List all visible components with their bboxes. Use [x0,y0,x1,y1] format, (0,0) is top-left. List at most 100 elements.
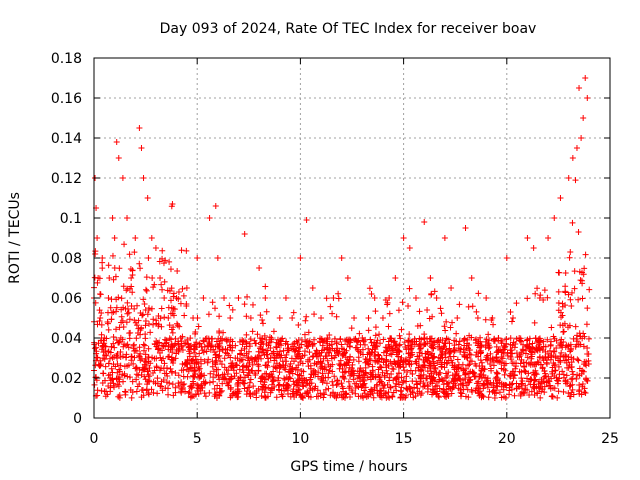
data-point [113,326,120,333]
data-point [522,382,529,389]
data-point [420,362,427,369]
data-point [516,353,523,360]
data-point [585,351,592,358]
data-point [446,349,453,356]
data-point [271,357,278,364]
data-point [124,310,131,317]
data-point [575,341,582,348]
data-point [187,394,194,401]
data-point [416,335,423,342]
data-point [136,260,143,267]
data-point [243,313,250,320]
data-point [266,334,273,341]
data-point [405,302,412,309]
data-point [344,275,351,281]
data-point [369,363,376,370]
data-point [381,381,388,388]
y-tick-label: 0.1 [60,211,82,227]
data-point [214,382,221,389]
data-point [398,374,405,381]
data-point [159,347,166,354]
data-point [584,377,591,384]
data-point [176,323,183,330]
data-point [294,351,301,358]
data-point [347,337,354,344]
data-point [368,339,375,346]
data-point [471,373,478,380]
data-point [513,335,520,342]
data-point [381,372,388,379]
data-point [327,303,334,310]
data-point [527,381,534,388]
data-point [262,295,269,301]
data-point [168,336,175,343]
data-point [128,303,135,310]
data-point [350,356,357,363]
data-point [520,389,527,396]
data-point [296,344,303,351]
data-point [569,375,576,382]
x-tick-labels: 0 5 10 15 20 25 [90,431,619,447]
data-point [435,378,442,385]
data-point [163,337,170,344]
data-point [318,336,325,343]
data-point [277,364,284,371]
data-point [488,367,495,374]
data-point [157,275,164,281]
data-point [131,317,138,324]
data-point [533,383,540,390]
data-point [433,390,440,397]
data-point [176,383,183,390]
data-point [216,329,223,336]
data-point [560,353,567,360]
data-point [168,297,175,304]
data-point [110,334,117,341]
data-point [282,362,289,369]
data-point [235,295,242,301]
data-point [92,362,99,369]
data-point [383,344,390,351]
data-point [406,245,413,251]
data-point [305,342,312,349]
data-point [361,341,368,348]
data-point [578,391,585,398]
data-point [537,292,544,299]
data-point [144,368,151,375]
data-point [522,350,529,357]
data-point [434,337,441,344]
data-point [176,345,183,352]
data-point [315,373,322,380]
data-point [349,361,356,368]
data-point [270,363,277,370]
data-point [309,341,316,348]
data-point [378,355,385,362]
data-point [115,155,122,161]
data-point [406,285,413,292]
data-point [180,292,187,299]
data-point [579,380,586,387]
data-point [531,371,538,378]
data-point [190,380,197,387]
data-point [165,315,172,321]
data-point [164,364,171,371]
data-point [567,296,574,303]
data-point [249,328,256,335]
data-point [259,336,266,343]
data-point [387,358,394,365]
data-point [410,394,417,401]
data-point [255,367,262,374]
data-point [98,309,105,316]
data-point [487,361,494,368]
data-point [457,345,464,352]
data-point [237,350,244,357]
data-point [140,341,147,348]
data-point [449,319,456,326]
data-point [421,358,428,365]
data-point [372,332,379,339]
data-point [540,338,547,345]
data-point [447,324,454,331]
data-point [170,312,177,319]
data-point [395,342,402,349]
data-point [150,316,157,323]
data-point [155,321,162,328]
